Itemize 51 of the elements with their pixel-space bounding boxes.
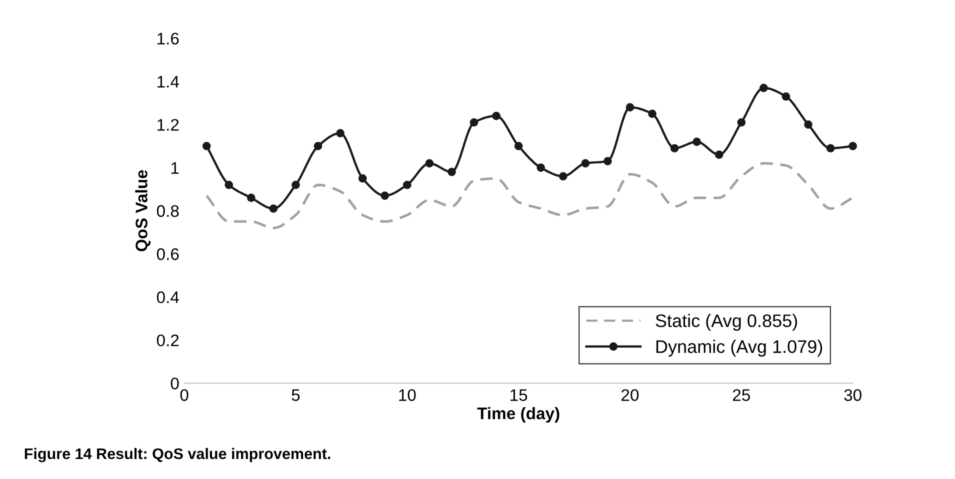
point	[247, 194, 256, 202]
point	[604, 157, 612, 166]
point	[714, 150, 724, 159]
point	[358, 174, 367, 183]
x-tick-label: 5	[292, 389, 300, 401]
y-tick-label: 1	[171, 162, 179, 174]
point	[826, 144, 835, 152]
point	[760, 84, 768, 92]
point	[648, 110, 656, 118]
point	[692, 138, 701, 146]
point	[269, 204, 278, 213]
point	[336, 128, 344, 138]
point	[492, 112, 500, 120]
point	[626, 103, 634, 112]
point	[314, 142, 322, 150]
point	[558, 172, 568, 180]
point	[514, 142, 523, 150]
y-tick-label: 1.4	[158, 76, 179, 88]
y-tick-label: 0.6	[156, 248, 179, 260]
point	[224, 180, 234, 190]
y-tick-label: 0.8	[156, 205, 179, 217]
x-axis-title: Time (day)	[477, 407, 560, 423]
point	[402, 180, 412, 190]
y-axis-title: QoS Value	[135, 170, 151, 252]
y-tick-label: 0.4	[156, 291, 179, 304]
y-tick-label: 0.2	[156, 334, 179, 346]
y-tick-label: 1.6	[158, 32, 179, 45]
y-tick-label: 1.2	[158, 118, 179, 131]
point	[380, 192, 390, 200]
x-tick-label: 0	[180, 389, 188, 401]
legend-label: Static (Avg 0.855)	[656, 314, 798, 331]
y-tick-label: 0	[170, 378, 179, 390]
point	[581, 159, 590, 168]
point	[448, 168, 456, 176]
point	[536, 163, 546, 172]
legend-label: Dynamic (Avg 1.079)	[656, 340, 822, 357]
x-tick-label: 30	[844, 389, 862, 401]
point	[670, 144, 679, 152]
point	[804, 120, 812, 129]
x-tick-label: 15	[510, 389, 528, 401]
point	[737, 118, 746, 127]
point	[202, 142, 211, 150]
x-tick-label: 20	[622, 389, 639, 401]
x-tick-label: 25	[732, 389, 750, 401]
caption: Figure 14 Result: QoS value improvement.	[24, 448, 330, 462]
point	[470, 118, 478, 127]
x-tick-label: 10	[399, 389, 416, 401]
point	[292, 180, 300, 190]
point	[848, 142, 857, 150]
point	[782, 92, 790, 101]
point	[425, 159, 434, 168]
